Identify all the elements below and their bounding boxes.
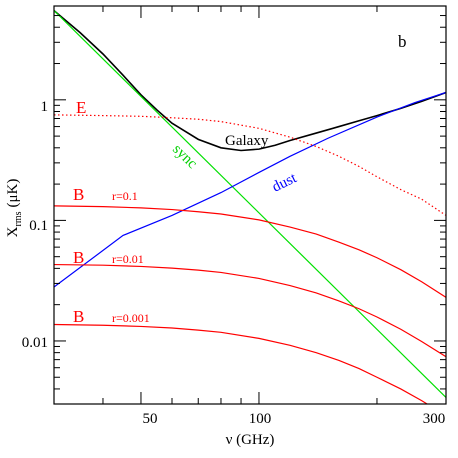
y-tick-label-0.01: 0.01 <box>22 335 48 351</box>
r-label-0.1: r=0.1 <box>112 189 138 203</box>
series-e <box>54 114 446 216</box>
series-sync <box>54 10 446 398</box>
x-axis-title: ν (GHz) <box>226 432 275 448</box>
y-tick-label-1: 1 <box>41 99 49 115</box>
x-tick-label-100: 100 <box>249 411 272 427</box>
panel-label: b <box>398 32 407 51</box>
y-axis-title-main: X <box>5 226 21 237</box>
b-curve-label-3: B <box>73 307 84 326</box>
series-b-r-0-001 <box>54 323 429 404</box>
b-curve-label-1: B <box>73 185 84 204</box>
dust-label: dust <box>270 170 300 196</box>
series-b-r-0-1 <box>54 205 446 298</box>
series-dust <box>54 91 446 288</box>
y-axis-title: Xrms (μK) <box>5 179 24 238</box>
x-tick-label-300: 300 <box>423 411 446 427</box>
sync-label: sync <box>169 141 200 172</box>
galaxy-label: Galaxy <box>225 133 269 149</box>
r-label-0.01: r=0.01 <box>112 252 144 266</box>
r-label-0.001: r=0.001 <box>112 311 150 325</box>
series-b-r-0-01 <box>54 263 446 358</box>
b-curve-label-2: B <box>73 248 84 267</box>
y-axis-title-subscript: rms <box>13 211 24 226</box>
series-layer <box>54 9 446 404</box>
plot-frame <box>53 5 447 405</box>
y-tick-label-0.1: 0.1 <box>29 218 48 234</box>
series-galaxy <box>54 9 446 152</box>
x-tick-label-50: 50 <box>143 411 158 427</box>
y-axis-title-unit: (μK) <box>5 179 21 208</box>
e-curve-label: E <box>76 98 86 117</box>
svg-text:Xrms(μK): Xrms (μK) <box>5 179 24 238</box>
tick-layer <box>53 5 447 405</box>
